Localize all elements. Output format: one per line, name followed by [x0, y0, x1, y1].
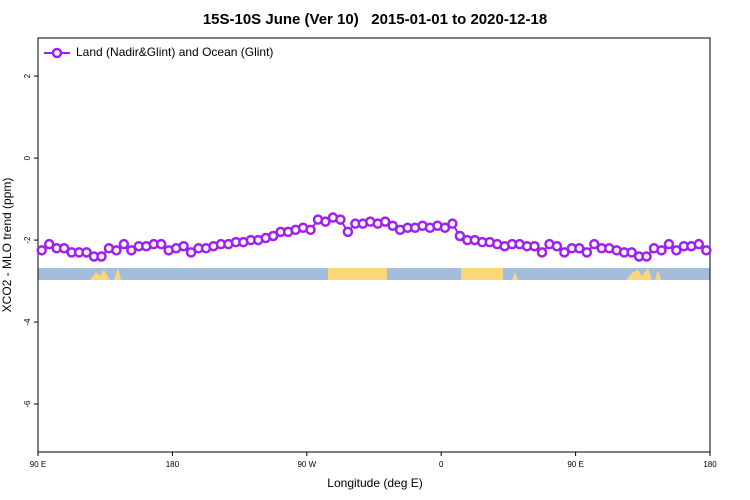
data-point: [447, 218, 458, 229]
data-point: [96, 251, 107, 262]
data-point: [320, 216, 331, 227]
data-point: [589, 238, 600, 250]
y-tick-label: -2: [23, 236, 32, 244]
data-point: [559, 247, 570, 258]
y-tick-label: -4: [23, 318, 32, 326]
data-point: [529, 240, 540, 252]
data-point: [693, 238, 705, 250]
data-point: [536, 247, 548, 258]
y-tick-label: -6: [23, 400, 32, 408]
data-point: [551, 240, 563, 252]
legend-label: Land (Nadir&Glint) and Ocean (Glint): [76, 45, 273, 59]
x-tick-label: 180: [703, 460, 717, 469]
data-point: [335, 214, 346, 225]
data-point: [641, 251, 652, 262]
chart-title: 15S-10S June (Ver 10) 2015-01-01 to 2020…: [203, 11, 547, 28]
data-point: [701, 245, 712, 256]
x-tick-label: 90 E: [30, 460, 46, 469]
data-point: [178, 240, 189, 252]
x-tick-label: 90 W: [297, 460, 316, 469]
data-point: [387, 220, 398, 231]
land-patch: [328, 268, 387, 280]
surface-band: [38, 268, 710, 280]
land-patch: [90, 268, 121, 280]
x-axis-label: Longitude (deg E): [327, 476, 422, 490]
data-point: [111, 245, 122, 256]
data-point: [36, 245, 47, 256]
plot-frame: [37, 37, 711, 453]
land-patch: [461, 268, 503, 280]
y-tick-label: 0: [23, 155, 32, 160]
data-point: [626, 247, 637, 258]
data-point: [267, 230, 279, 242]
x-tick-label: 0: [439, 460, 444, 469]
data-point: [574, 243, 585, 254]
data-point: [656, 245, 667, 256]
data-point: [155, 238, 167, 250]
y-tick-label: 2: [23, 73, 32, 78]
data-point: [81, 247, 92, 258]
data-point: [118, 238, 130, 250]
land-patch: [512, 268, 661, 280]
data-point: [305, 224, 316, 236]
data-point: [126, 245, 137, 256]
data-point: [454, 230, 466, 242]
data-point: [671, 245, 682, 256]
data-point: [379, 216, 391, 227]
data-point: [185, 247, 197, 258]
data-point: [58, 243, 70, 254]
x-tick-label: 90 E: [567, 460, 583, 469]
legend-marker: [51, 47, 63, 59]
data-point: [663, 238, 675, 250]
x-tick-label: 180: [166, 460, 180, 469]
data-point: [43, 238, 55, 250]
y-axis-label: XCO2 - MLO trend (ppm): [0, 178, 14, 313]
data-point: [581, 247, 593, 258]
data-point: [342, 226, 354, 238]
data-point: [439, 222, 451, 234]
